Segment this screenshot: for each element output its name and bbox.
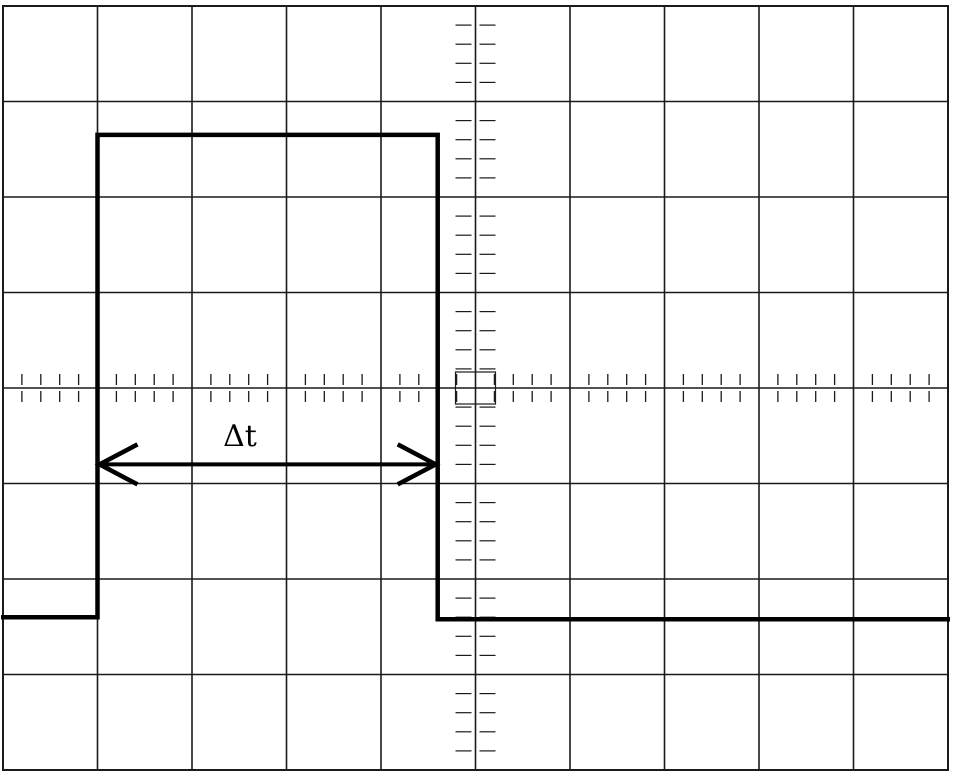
delta-t-arrowhead-left — [94, 442, 139, 487]
square-pulse-trace — [1, 132, 950, 622]
pulse-waveform — [1, 132, 950, 622]
delta-t-arrowhead-right — [396, 442, 441, 487]
center-marker — [454, 371, 497, 405]
delta-t-label: Δt — [223, 419, 257, 454]
graticule-grid — [2, 5, 949, 771]
delta-t-arrow — [94, 442, 441, 487]
